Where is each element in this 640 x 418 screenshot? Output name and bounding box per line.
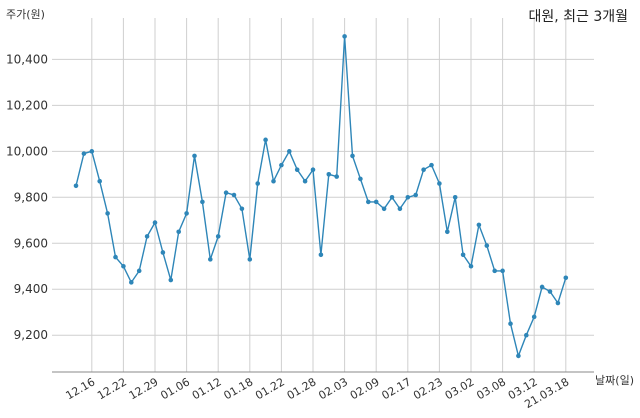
data-point: [492, 268, 498, 274]
data-point: [437, 181, 442, 186]
data-point: [389, 194, 395, 200]
y-tick-label: 10,000: [6, 144, 48, 158]
data-point: [326, 172, 332, 177]
data-point: [531, 314, 537, 320]
x-tick-label: 01.18: [222, 375, 256, 402]
data-point: [373, 199, 379, 205]
data-point: [200, 199, 205, 205]
y-tick-label: 9,200: [14, 328, 48, 342]
data-point: [247, 257, 253, 262]
data-point: [81, 151, 87, 156]
data-point: [168, 277, 174, 283]
data-point: [318, 252, 324, 258]
data-point: [476, 222, 482, 228]
data-point: [113, 254, 118, 260]
data-point: [350, 153, 355, 159]
data-point: [445, 229, 450, 235]
data-point: [563, 275, 569, 281]
y-tick-label: 10,200: [6, 98, 48, 112]
data-point: [287, 149, 292, 154]
data-point: [176, 229, 181, 235]
data-point: [160, 250, 166, 255]
chart-title: 대원, 최근 3개월: [528, 9, 628, 25]
data-point: [255, 181, 260, 186]
data-point: [381, 206, 387, 212]
data-point: [508, 321, 513, 327]
data-point: [358, 176, 363, 182]
data-point: [294, 167, 300, 173]
data-point: [421, 167, 426, 173]
data-point: [223, 190, 229, 196]
data-point: [516, 353, 521, 359]
x-tick-label: 02.09: [348, 375, 382, 402]
data-point: [460, 252, 466, 258]
data-point: [105, 211, 110, 216]
data-point: [136, 268, 142, 274]
data-point: [468, 263, 474, 269]
x-tick-label: 02.23: [411, 375, 445, 402]
data-point: [452, 194, 458, 200]
data-point: [184, 211, 189, 216]
data-point: [397, 206, 403, 212]
y-tick-label: 9,800: [14, 190, 48, 204]
y-tick-label: 9,600: [14, 236, 48, 250]
data-point: [239, 206, 245, 212]
x-axis-label: 날짜(일): [595, 374, 634, 387]
data-point: [208, 257, 213, 262]
data-point: [129, 280, 134, 285]
data-point: [271, 178, 276, 184]
data-point: [539, 284, 545, 290]
x-tick-label: 01.28: [285, 375, 319, 402]
x-tick-label: 12.29: [127, 375, 161, 402]
data-point: [524, 332, 529, 338]
data-point: [215, 234, 221, 239]
x-tick-label: 03.02: [443, 375, 477, 402]
data-point: [405, 194, 411, 200]
data-point: [73, 183, 79, 189]
data-point: [192, 153, 197, 159]
data-point: [279, 162, 284, 168]
x-tick-label: 12.22: [95, 375, 129, 402]
x-tick-label: 01.22: [253, 375, 287, 402]
series-line: [75, 36, 567, 359]
data-point: [302, 178, 308, 184]
x-tick-label: 01.12: [190, 375, 224, 402]
data-point: [366, 199, 371, 205]
y-tick-label: 10,400: [6, 52, 48, 66]
data-point: [334, 174, 340, 179]
data-point: [500, 268, 505, 274]
data-point: [152, 220, 158, 225]
data-point: [310, 167, 316, 173]
x-tick-label: 12.16: [64, 375, 98, 402]
data-point: [413, 192, 419, 198]
data-point: [121, 263, 126, 269]
y-axis-label: 주가(원): [6, 8, 45, 21]
data-point: [144, 234, 150, 239]
x-tick-label: 01.06: [158, 375, 192, 402]
data-point: [547, 289, 553, 294]
data-point: [97, 178, 102, 184]
data-point: [555, 300, 561, 306]
x-tick-label: 02.17: [380, 375, 414, 402]
y-tick-label: 9,400: [14, 282, 48, 296]
data-point: [429, 162, 434, 168]
data-point: [231, 192, 237, 198]
data-point: [263, 137, 268, 143]
data-point: [342, 34, 347, 39]
data-point: [89, 149, 95, 154]
x-tick-label: 03.08: [474, 375, 508, 402]
data-point: [484, 243, 490, 248]
x-tick-label: 02.03: [316, 375, 350, 402]
